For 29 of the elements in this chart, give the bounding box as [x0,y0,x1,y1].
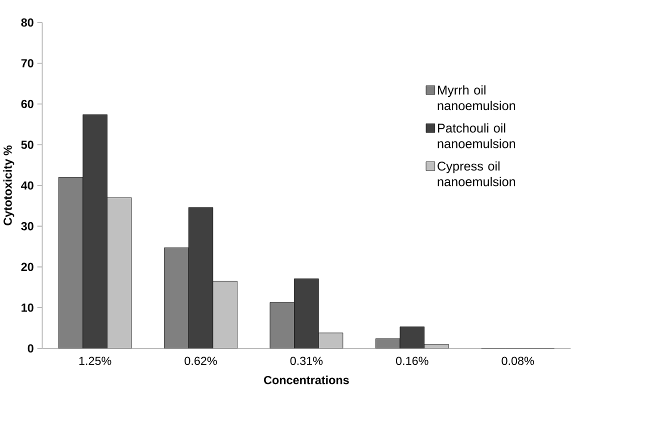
bar [294,278,319,348]
y-tick-label: 0 [28,344,34,353]
bar [107,198,132,348]
y-tick-label: 20 [21,262,34,272]
y-tick-label: 40 [21,181,34,190]
y-tick-label: 50 [21,140,34,149]
y-tick-label: 80 [21,18,34,27]
x-tick-label: 1.25% [79,356,112,366]
y-tick-label: 70 [21,59,34,68]
x-tick-label: 0.62% [184,356,217,366]
x-axis-title: Concentrations [264,376,349,384]
y-tick-label: 30 [21,222,34,230]
y-tick-label: 10 [22,304,34,312]
bar [318,332,344,348]
bar [82,114,108,348]
x-tick-label: 0.08% [502,356,534,366]
bar [212,281,238,348]
x-tick-label: 0.16% [396,356,428,366]
bar [58,177,84,348]
y-axis-title: Cytotoxicity % [3,146,14,226]
legend-label: Myrrh oil nanoemulsion [438,85,516,110]
x-tick-label: 0.31% [290,356,323,366]
legend-label: Patchouli oil nanoemulsion [438,123,516,148]
legend-label: Cypress oil nanoemulsion [438,161,516,186]
bar [188,207,214,348]
bar [400,326,424,348]
bar [270,302,294,348]
y-tick-label: 60 [21,100,34,108]
bar [164,248,189,348]
